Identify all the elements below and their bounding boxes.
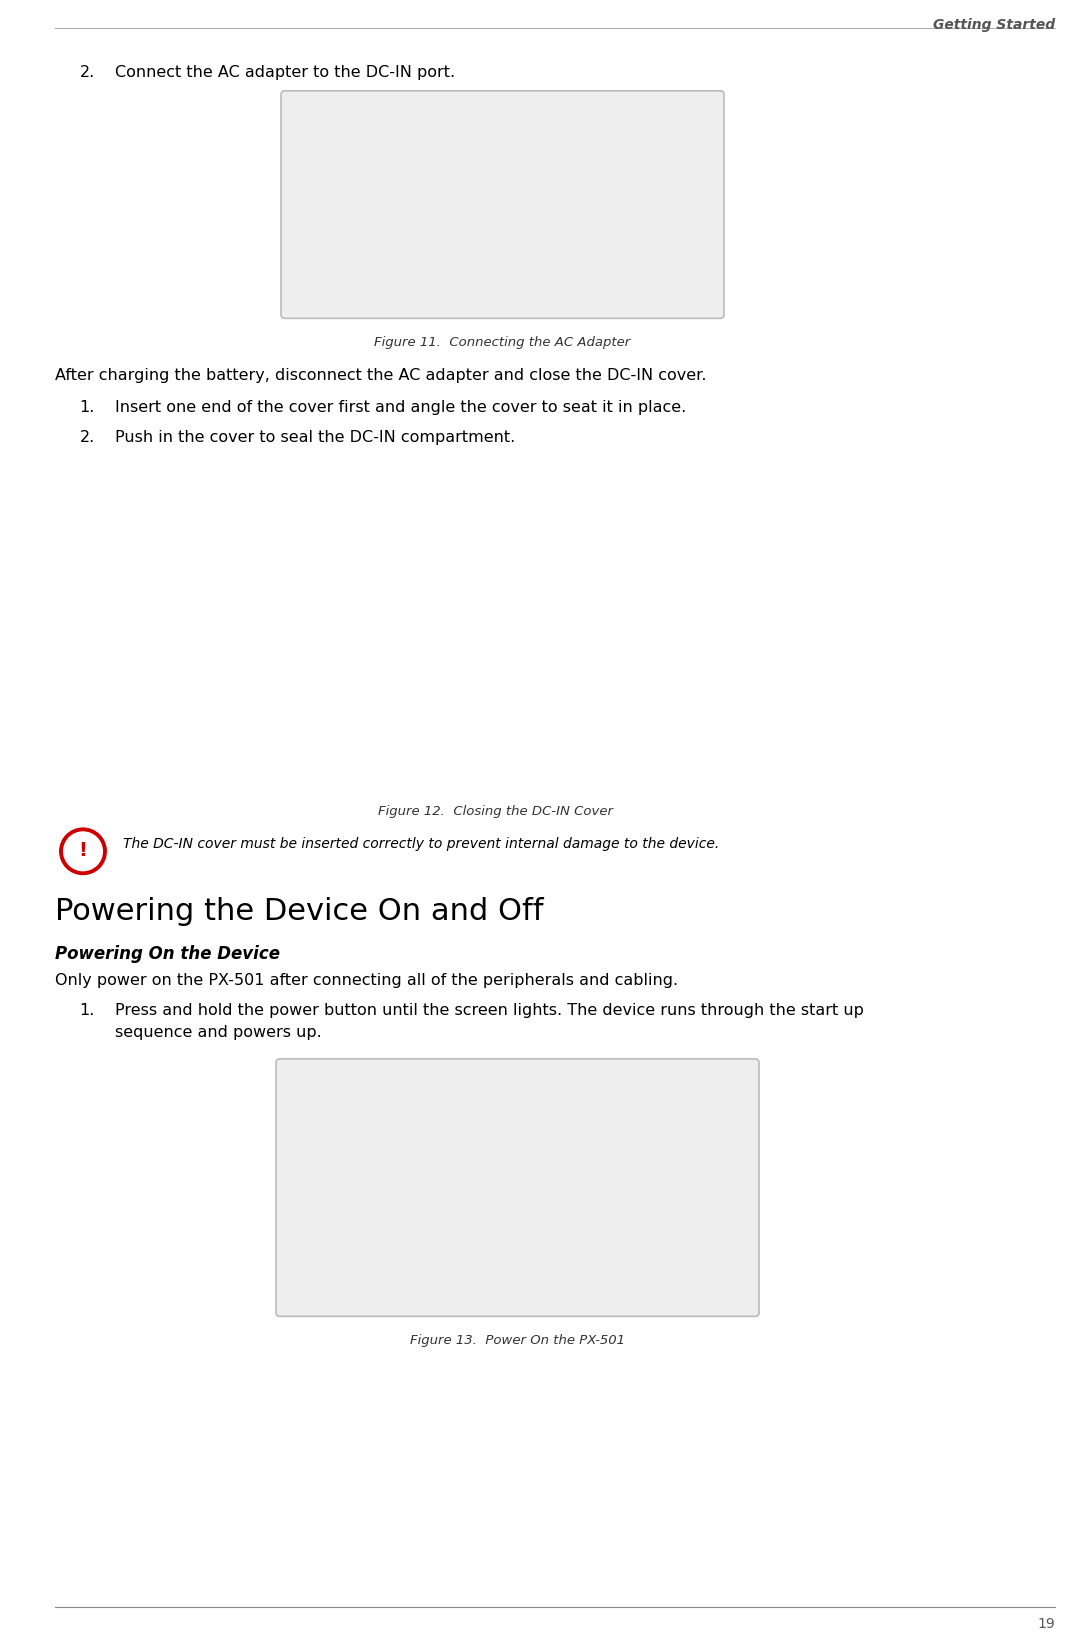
Text: Figure 13.  Power On the PX-501: Figure 13. Power On the PX-501: [410, 1335, 625, 1348]
FancyBboxPatch shape: [281, 92, 724, 319]
FancyBboxPatch shape: [276, 1059, 759, 1317]
Text: Only power on the PX-501 after connecting all of the peripherals and cabling.: Only power on the PX-501 after connectin…: [55, 974, 679, 989]
Text: 19: 19: [1038, 1616, 1055, 1631]
Text: 1.: 1.: [80, 1003, 95, 1018]
Bar: [149, 489, 920, 783]
Text: After charging the battery, disconnect the AC adapter and close the DC-IN cover.: After charging the battery, disconnect t…: [55, 368, 707, 384]
Text: Connect the AC adapter to the DC-IN port.: Connect the AC adapter to the DC-IN port…: [115, 65, 455, 80]
Text: Powering the Device On and Off: Powering the Device On and Off: [55, 897, 543, 926]
Text: 2.: 2.: [80, 65, 95, 80]
Text: The DC-IN cover must be inserted correctly to prevent internal damage to the dev: The DC-IN cover must be inserted correct…: [123, 837, 719, 851]
Text: 1.: 1.: [80, 400, 95, 415]
Text: !: !: [79, 842, 87, 859]
Text: 2.: 2.: [80, 430, 95, 444]
Text: Push in the cover to seal the DC-IN compartment.: Push in the cover to seal the DC-IN comp…: [115, 430, 515, 444]
Text: Figure 12.  Closing the DC-IN Cover: Figure 12. Closing the DC-IN Cover: [377, 806, 612, 819]
Text: sequence and powers up.: sequence and powers up.: [115, 1025, 322, 1039]
Text: Insert one end of the cover first and angle the cover to seat it in place.: Insert one end of the cover first and an…: [115, 400, 686, 415]
Text: Powering On the Device: Powering On the Device: [55, 944, 280, 962]
Text: Getting Started: Getting Started: [933, 18, 1055, 33]
Text: Press and hold the power button until the screen lights. The device runs through: Press and hold the power button until th…: [115, 1003, 864, 1018]
Text: Figure 11.  Connecting the AC Adapter: Figure 11. Connecting the AC Adapter: [374, 337, 631, 350]
